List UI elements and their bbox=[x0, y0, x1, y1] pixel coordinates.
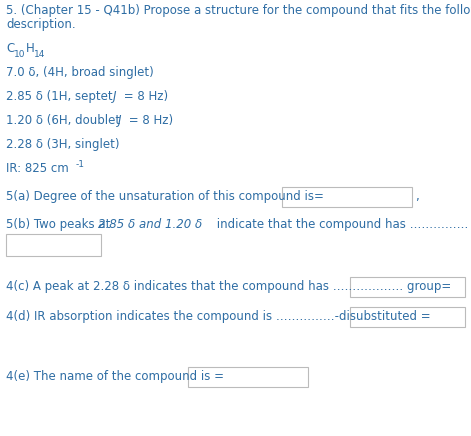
Text: 10: 10 bbox=[14, 50, 25, 59]
Text: 4(d) IR absorption indicates the compound is ……………-disubstituted =: 4(d) IR absorption indicates the compoun… bbox=[6, 310, 430, 323]
Text: 2.28 δ (3H, singlet): 2.28 δ (3H, singlet) bbox=[6, 138, 120, 151]
Text: 5(a) Degree of the unsaturation of this compound is=: 5(a) Degree of the unsaturation of this … bbox=[6, 190, 324, 203]
Text: = 8 Hz): = 8 Hz) bbox=[120, 90, 168, 103]
Bar bbox=[188, 367, 308, 387]
Text: H: H bbox=[26, 42, 35, 55]
Text: 5. (Chapter 15 - Q41b) Propose a structure for the compound that fits the follow: 5. (Chapter 15 - Q41b) Propose a structu… bbox=[6, 4, 471, 17]
Bar bbox=[350, 277, 465, 297]
Text: 1.20 δ (6H, doublet: 1.20 δ (6H, doublet bbox=[6, 114, 124, 127]
Text: indicate that the compound has ……………  group =: indicate that the compound has …………… gro… bbox=[213, 218, 471, 231]
Text: 2.85 δ (1H, septet: 2.85 δ (1H, septet bbox=[6, 90, 116, 103]
Text: 7.0 δ, (4H, broad singlet): 7.0 δ, (4H, broad singlet) bbox=[6, 66, 154, 79]
Bar bbox=[282, 187, 412, 207]
Text: C: C bbox=[6, 42, 14, 55]
Text: IR: 825 cm: IR: 825 cm bbox=[6, 162, 69, 175]
Text: 4(e) The name of the compound is =: 4(e) The name of the compound is = bbox=[6, 370, 224, 383]
Text: ,: , bbox=[415, 190, 419, 203]
Text: J: J bbox=[118, 114, 122, 127]
Bar bbox=[350, 307, 465, 327]
Text: 14: 14 bbox=[34, 50, 45, 59]
Text: = 8 Hz): = 8 Hz) bbox=[125, 114, 173, 127]
Text: description.: description. bbox=[6, 18, 76, 31]
Text: 4(c) A peak at 2.28 δ indicates that the compound has ……………… group=: 4(c) A peak at 2.28 δ indicates that the… bbox=[6, 280, 451, 293]
Text: 5(b) Two peaks at: 5(b) Two peaks at bbox=[6, 218, 114, 231]
Bar bbox=[6, 234, 101, 256]
Text: J: J bbox=[113, 90, 116, 103]
Text: 2.85 δ and 1.20 δ: 2.85 δ and 1.20 δ bbox=[98, 218, 202, 231]
Text: -1: -1 bbox=[76, 160, 85, 169]
